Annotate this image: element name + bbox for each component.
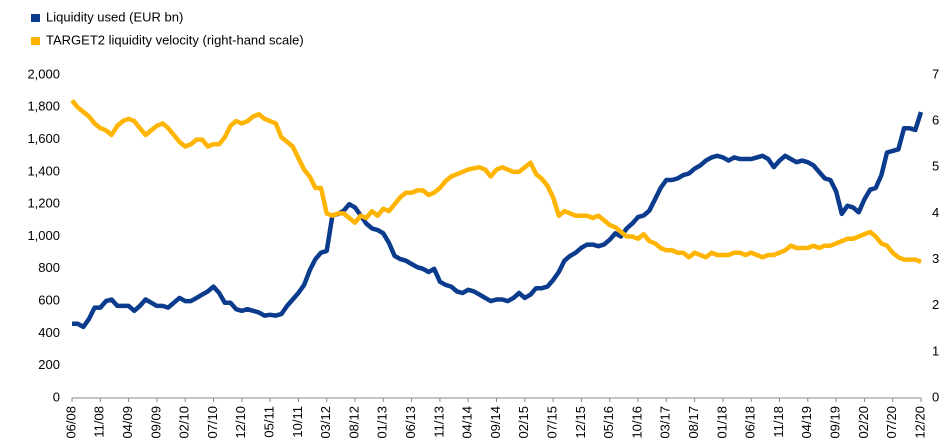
legend-swatch [31,37,40,45]
x-tick-label: 02/15 [516,406,531,439]
x-tick-label: 11/13 [431,406,446,438]
x-tick-label: 12/20 [912,406,927,439]
y2-tick-label: 1 [932,343,939,358]
x-tick-label: 03/12 [318,406,333,439]
x-tick-label: 03/17 [658,406,673,439]
x-tick-label: 04/09 [120,406,135,439]
y2-tick-label: 0 [932,389,939,404]
x-tick-label: 05/11 [262,406,277,438]
y2-tick-label: 3 [932,251,939,266]
x-tick-label: 05/16 [601,406,616,439]
y-tick-label: 200 [38,357,60,372]
x-tick-label: 01/18 [714,406,729,439]
y-tick-label: 1,800 [27,99,60,114]
y-tick-label: 2,000 [27,66,60,81]
y2-tick-label: 7 [932,66,939,81]
x-tick-label: 08/17 [686,406,701,439]
y2-tick-label: 6 [932,113,939,128]
y-tick-label: 1,000 [27,228,60,243]
y-tick-label: 800 [38,260,60,275]
series-line [70,98,922,264]
x-tick-label: 02/20 [856,406,871,439]
y-tick-label: 400 [38,325,60,340]
y2-tick-label: 4 [932,205,939,220]
y2-tick-label: 5 [932,159,939,174]
y-tick-label: 0 [53,389,60,404]
legend-label: Liquidity used (EUR bn) [46,9,183,24]
y-tick-label: 1,200 [27,196,60,211]
legend-label: TARGET2 liquidity velocity (right-hand s… [46,32,304,47]
x-tick-label: 12/15 [573,406,588,439]
x-tick-label: 11/18 [771,406,786,438]
x-tick-label: 09/14 [488,406,503,439]
x-tick-label: 08/12 [346,406,361,439]
y-tick-label: 1,400 [27,163,60,178]
x-tick-label: 10/16 [629,406,644,439]
x-tick-label: 11/08 [92,406,107,438]
legend-swatch [31,14,40,22]
x-tick-label: 09/09 [148,406,163,439]
x-tick-label: 09/19 [828,406,843,439]
x-tick-label: 10/11 [290,406,305,438]
x-tick-label: 07/20 [884,406,899,439]
x-tick-label: 07/15 [545,406,560,439]
x-tick-label: 01/13 [375,406,390,439]
x-tick-label: 06/18 [743,406,758,439]
series-line [72,111,924,330]
y-tick-label: 1,600 [27,131,60,146]
x-tick-label: 12/10 [233,406,248,439]
x-tick-label: 04/14 [460,406,475,439]
y2-tick-label: 2 [932,297,939,312]
x-tick-label: 06/08 [63,406,78,439]
x-tick-label: 04/19 [799,406,814,439]
x-tick-label: 06/13 [403,406,418,439]
x-tick-label: 02/10 [177,406,192,439]
x-tick-label: 07/10 [205,406,220,439]
y-tick-label: 600 [38,293,60,308]
